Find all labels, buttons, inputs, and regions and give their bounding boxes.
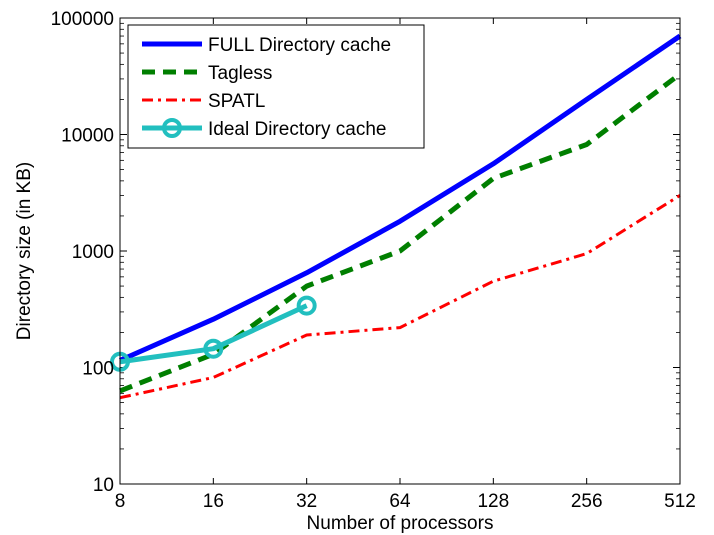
y-tick-label: 100	[82, 359, 114, 380]
series-marker	[296, 295, 317, 316]
y-tick-label: 10000	[61, 126, 114, 147]
series-marker	[203, 338, 224, 359]
x-tick-label: 32	[296, 491, 317, 512]
series-line-4	[119, 303, 308, 365]
series-line-3	[119, 194, 681, 400]
y-tick-label: 10	[93, 475, 114, 496]
series-line-2	[119, 72, 682, 394]
plot-frame	[119, 17, 681, 485]
y-tick-label: 100000	[51, 9, 114, 30]
tick-marks	[119, 17, 681, 485]
y-tick-label: 1000	[72, 242, 114, 263]
legend-label: FULL Directory cache	[208, 35, 391, 56]
x-tick-label: 128	[477, 491, 509, 512]
x-tick-label: 512	[664, 491, 696, 512]
tick-labels: 8 16 32 64 128 256 512 10 100 1000 10000 100000	[51, 9, 696, 512]
x-tick-label: 256	[571, 491, 603, 512]
x-axis-title: Number of processors	[307, 513, 494, 534]
y-axis-title: Directory size (in KB)	[14, 162, 35, 340]
legend-label: Ideal Directory cache	[208, 119, 386, 140]
x-tick-label: 64	[389, 491, 411, 512]
legend-marker	[162, 118, 182, 138]
legend: FULL Directory cache Tagless SPATL Ideal Di…	[127, 24, 425, 149]
legend-label: Tagless	[208, 63, 272, 84]
series-line-1	[118, 33, 682, 363]
x-tick-label: 8	[115, 491, 126, 512]
legend-label: SPATL	[208, 91, 265, 112]
x-tick-label: 16	[203, 491, 224, 512]
